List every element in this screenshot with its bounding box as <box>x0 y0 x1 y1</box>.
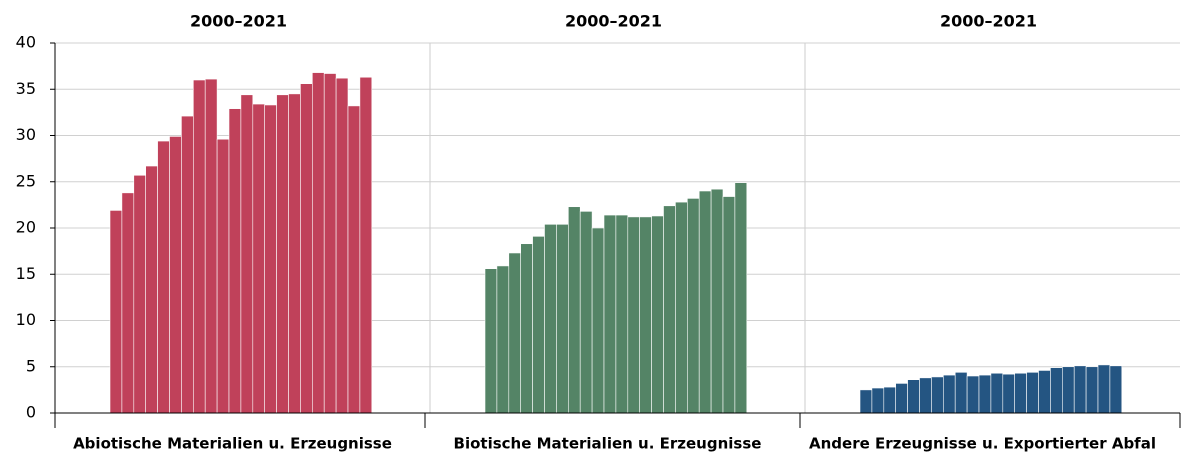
bar <box>1026 371 1039 414</box>
bar <box>204 78 218 414</box>
y-tick-label: 40 <box>16 33 36 52</box>
bar <box>532 236 545 414</box>
bar <box>627 216 640 414</box>
bar <box>157 140 170 414</box>
bar <box>907 379 920 414</box>
bar <box>966 375 980 414</box>
bar <box>954 371 968 414</box>
bar <box>931 376 944 414</box>
bar <box>710 188 724 414</box>
bar <box>347 105 361 414</box>
bar <box>567 206 581 414</box>
bar <box>883 386 896 414</box>
bar <box>133 174 147 414</box>
bar <box>240 94 254 414</box>
y-tick-label: 15 <box>16 264 36 283</box>
bar <box>603 214 617 414</box>
bar <box>1097 364 1111 414</box>
bar <box>181 115 194 414</box>
bar <box>686 198 700 414</box>
bar <box>228 108 242 414</box>
bar <box>1062 366 1075 414</box>
bar <box>484 268 498 414</box>
bar <box>639 216 652 414</box>
bar <box>1038 370 1051 414</box>
bar <box>579 211 593 414</box>
y-tick-label: 35 <box>16 79 36 98</box>
bar <box>615 214 629 414</box>
y-tick-label: 30 <box>16 125 36 144</box>
bar <box>109 210 123 414</box>
panel-title: 2000–2021 <box>565 12 662 31</box>
bar <box>942 374 956 414</box>
bar <box>544 224 557 414</box>
bar <box>675 201 688 414</box>
bar <box>919 377 932 414</box>
bar <box>276 94 289 414</box>
panel-title: 2000–2021 <box>940 12 1037 31</box>
bar <box>1109 365 1123 414</box>
bar <box>335 77 349 414</box>
bar <box>1073 365 1087 414</box>
bar <box>323 73 337 414</box>
bar <box>216 138 230 414</box>
bar <box>663 205 676 414</box>
bar <box>121 192 135 414</box>
y-tick-label: 25 <box>16 171 36 190</box>
bar <box>990 372 1004 414</box>
bar <box>496 265 510 414</box>
y-tick-label: 5 <box>26 356 36 375</box>
bar <box>169 136 182 414</box>
bar <box>698 190 712 414</box>
bar <box>1050 367 1063 414</box>
bar <box>288 93 301 414</box>
bar <box>978 374 992 414</box>
y-tick-label: 0 <box>26 403 36 422</box>
x-axis-label: Biotische Materialien u. Erzeugnisse <box>454 435 762 452</box>
bar <box>508 252 521 414</box>
bar <box>556 224 569 414</box>
bar <box>311 72 325 414</box>
x-axis-label: Andere Erzeugnisse u. Exportierter Abfal <box>809 435 1156 452</box>
bar <box>520 243 533 414</box>
bar <box>651 215 664 414</box>
bar <box>264 104 277 414</box>
y-tick-label: 20 <box>16 218 36 237</box>
bar <box>1002 373 1015 414</box>
bar <box>359 76 373 414</box>
bar <box>1085 366 1099 414</box>
bar <box>871 387 885 414</box>
bar <box>859 389 873 414</box>
bar <box>591 227 605 414</box>
bar <box>895 383 908 414</box>
bar <box>145 165 158 414</box>
bar <box>734 182 748 414</box>
y-tick-label: 10 <box>16 310 36 329</box>
panel-title: 2000–2021 <box>190 12 287 31</box>
bar <box>300 83 313 414</box>
bar <box>193 79 206 414</box>
bar <box>722 196 736 414</box>
bar <box>1014 372 1027 414</box>
x-axis-label: Abiotische Materialien u. Erzeugnisse <box>73 435 392 452</box>
bar <box>252 103 266 414</box>
